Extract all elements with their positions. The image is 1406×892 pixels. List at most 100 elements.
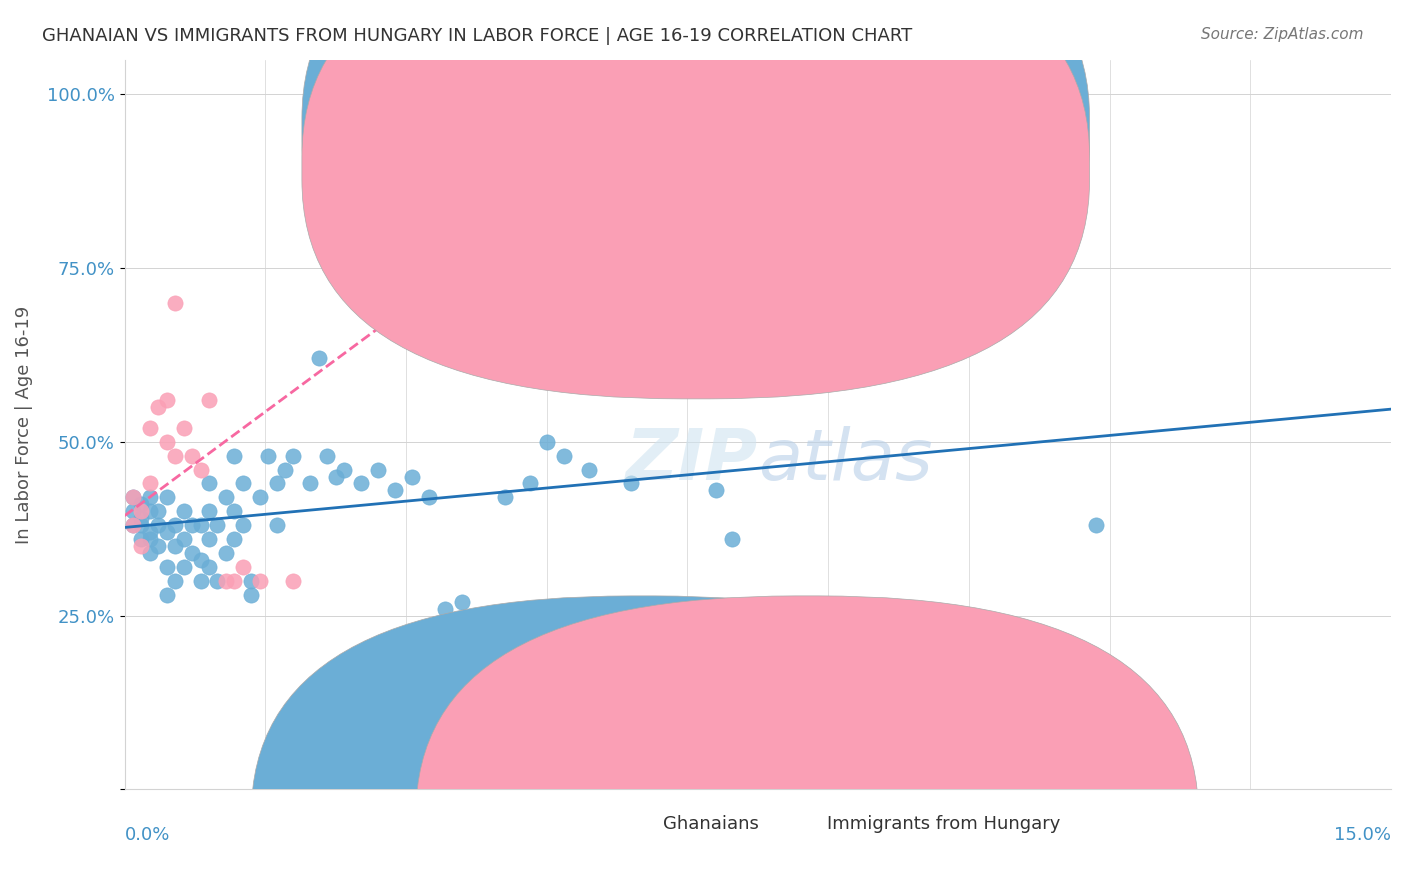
Point [232, 560, 254, 574]
Point [519, 476, 541, 491]
Point [122, 504, 145, 518]
FancyBboxPatch shape [416, 596, 1198, 892]
Point [207, 574, 229, 588]
Point [232, 518, 254, 533]
Point [367, 462, 389, 476]
Point [148, 400, 170, 414]
Point [232, 476, 254, 491]
Point [266, 476, 288, 491]
Point [139, 525, 162, 540]
Point [139, 421, 162, 435]
Text: Ghanaians: Ghanaians [662, 814, 759, 832]
Point [434, 87, 457, 102]
Text: GHANAIAN VS IMMIGRANTS FROM HUNGARY IN LABOR FORCE | AGE 16-19 CORRELATION CHART: GHANAIAN VS IMMIGRANTS FROM HUNGARY IN L… [42, 27, 912, 45]
Point [173, 421, 195, 435]
Point [257, 449, 280, 463]
Point [367, 261, 389, 276]
FancyBboxPatch shape [302, 0, 1090, 360]
Point [131, 518, 153, 533]
Point [207, 518, 229, 533]
Point [620, 476, 643, 491]
FancyBboxPatch shape [644, 89, 1049, 213]
Point [350, 476, 373, 491]
Point [274, 462, 297, 476]
Text: Source: ZipAtlas.com: Source: ZipAtlas.com [1201, 27, 1364, 42]
Point [139, 504, 162, 518]
Point [165, 518, 187, 533]
Text: 0.0%: 0.0% [125, 826, 170, 845]
Point [190, 574, 212, 588]
Y-axis label: In Labor Force | Age 16-19: In Labor Force | Age 16-19 [15, 305, 32, 543]
Point [122, 518, 145, 533]
Point [198, 476, 221, 491]
Point [122, 491, 145, 505]
Point [224, 449, 246, 463]
Point [139, 491, 162, 505]
Point [333, 462, 356, 476]
Point [283, 449, 305, 463]
Point [578, 462, 600, 476]
Point [173, 532, 195, 546]
Point [173, 560, 195, 574]
Point [553, 449, 575, 463]
Point [553, 254, 575, 268]
Text: ZIP: ZIP [626, 426, 758, 495]
Point [494, 491, 516, 505]
Point [173, 504, 195, 518]
Point [139, 546, 162, 560]
Point [131, 504, 153, 518]
Point [165, 449, 187, 463]
Point [181, 518, 204, 533]
Point [224, 532, 246, 546]
Point [215, 574, 238, 588]
Point [704, 483, 727, 498]
Point [156, 491, 179, 505]
Point [156, 560, 179, 574]
Point [283, 574, 305, 588]
Point [139, 476, 162, 491]
Point [190, 518, 212, 533]
Point [418, 491, 440, 505]
Point [139, 532, 162, 546]
Point [249, 491, 271, 505]
Point [165, 295, 187, 310]
Point [198, 393, 221, 408]
Point [1084, 518, 1107, 533]
Point [451, 594, 474, 608]
Point [198, 532, 221, 546]
Text: atlas: atlas [758, 426, 932, 495]
Text: R = 0.085   N = 73: R = 0.085 N = 73 [723, 120, 893, 138]
Point [156, 393, 179, 408]
Point [190, 462, 212, 476]
Point [131, 511, 153, 525]
Point [240, 574, 263, 588]
Point [215, 491, 238, 505]
Point [148, 539, 170, 553]
Text: R = 0.098   N = 22: R = 0.098 N = 22 [723, 160, 893, 178]
Point [156, 525, 179, 540]
Point [165, 539, 187, 553]
Point [325, 469, 347, 483]
Point [156, 434, 179, 449]
Point [181, 449, 204, 463]
Point [122, 491, 145, 505]
Point [224, 574, 246, 588]
Point [131, 497, 153, 511]
Point [240, 588, 263, 602]
Point [148, 518, 170, 533]
FancyBboxPatch shape [252, 596, 1033, 892]
Point [249, 574, 271, 588]
Point [316, 449, 339, 463]
Point [721, 532, 744, 546]
Point [536, 434, 558, 449]
Point [198, 504, 221, 518]
Point [156, 588, 179, 602]
Point [401, 469, 423, 483]
Point [148, 504, 170, 518]
Point [266, 518, 288, 533]
Point [434, 601, 457, 615]
Point [190, 553, 212, 567]
Point [384, 483, 406, 498]
Point [308, 351, 330, 366]
Text: Immigrants from Hungary: Immigrants from Hungary [828, 814, 1062, 832]
